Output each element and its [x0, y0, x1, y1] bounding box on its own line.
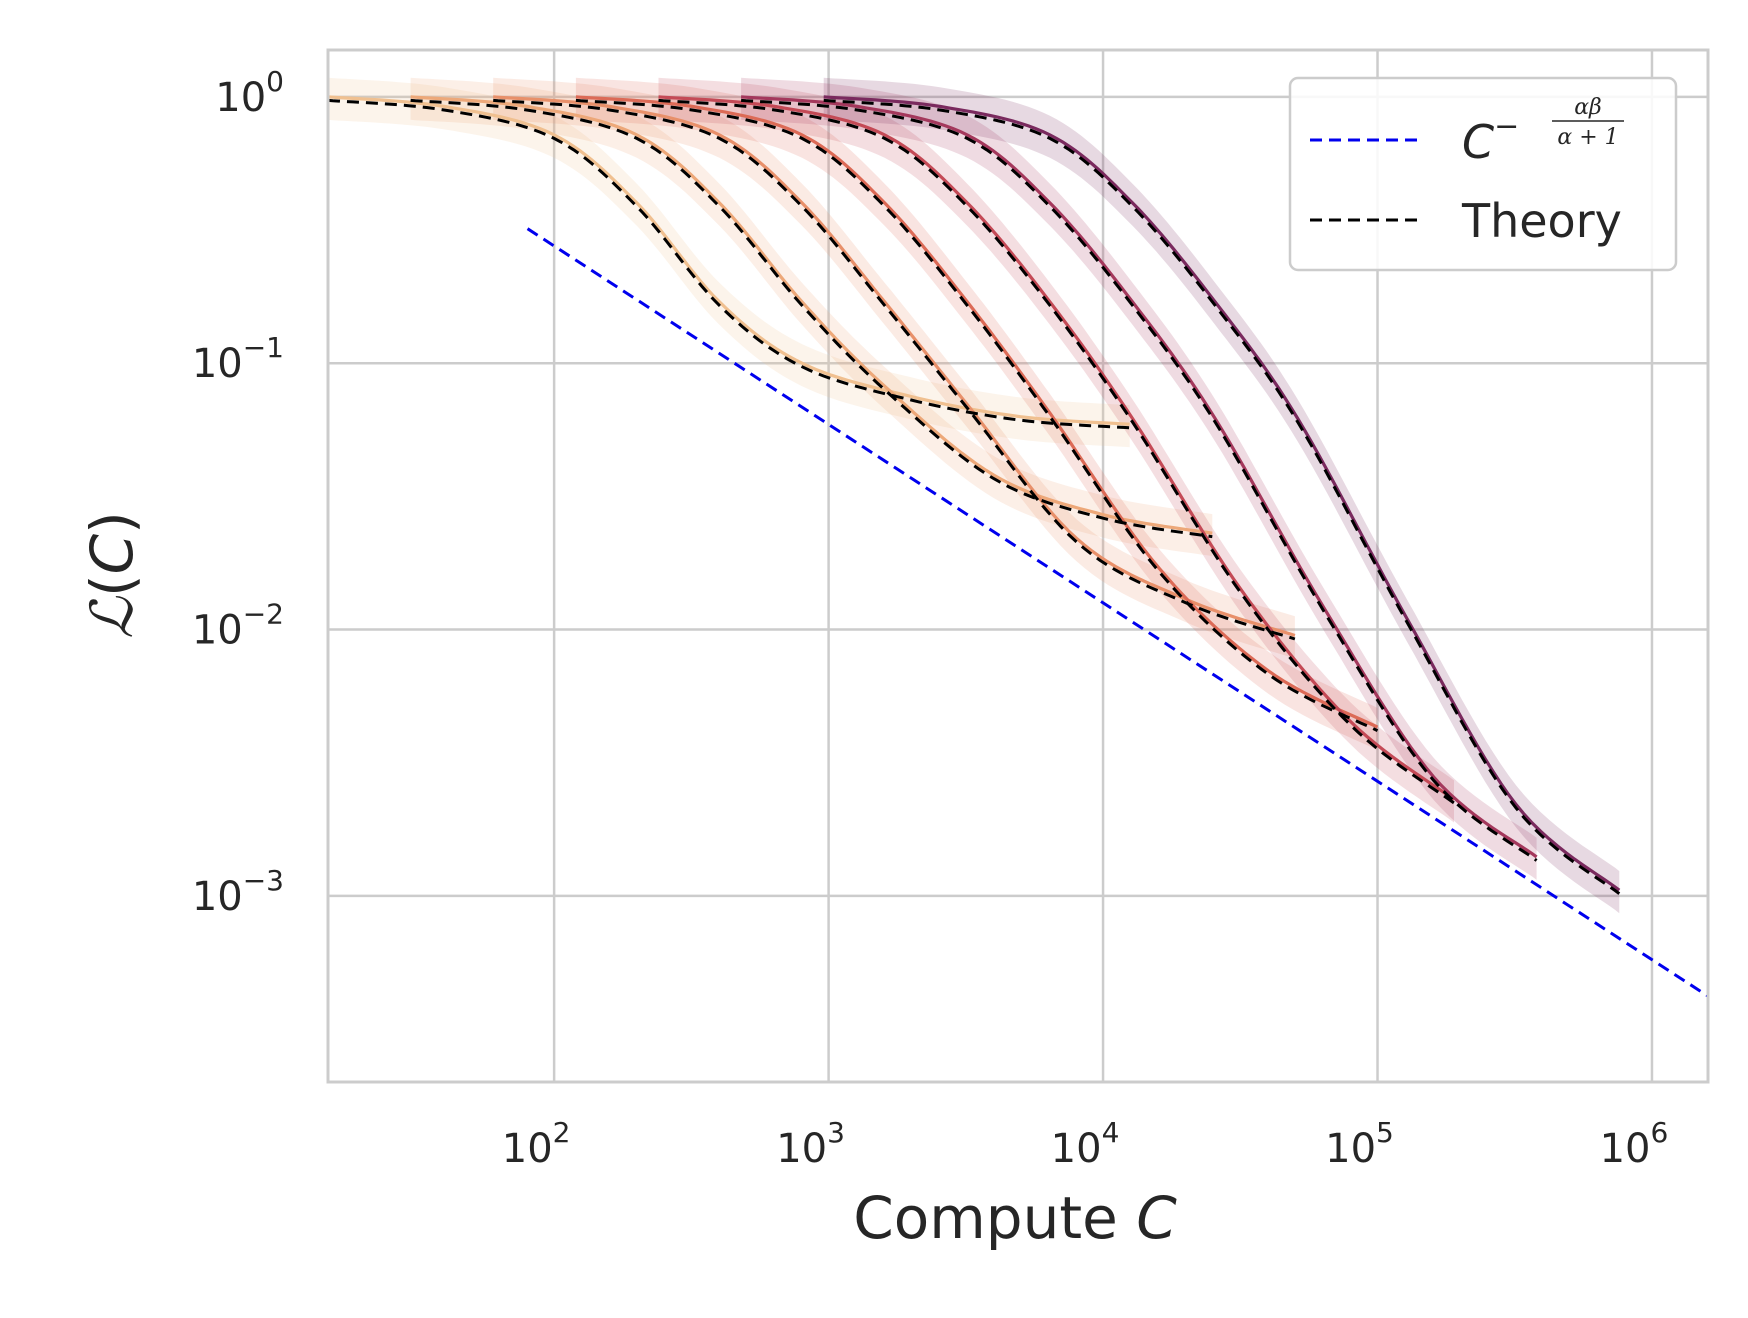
y-tick-label-2: 10−2 — [192, 598, 284, 654]
y-axis-label: ℒ(C) — [78, 511, 146, 639]
x-tick-label-4: 106 — [1600, 1116, 1669, 1172]
theory-curve-0 — [327, 98, 1130, 430]
x-tick-label-0: 102 — [502, 1116, 571, 1172]
theory-curve-1 — [410, 98, 1213, 539]
plot-frame — [326, 48, 1710, 1084]
x-tick-label-2: 104 — [1051, 1116, 1120, 1172]
curve-run-4 — [658, 95, 1455, 801]
power-law-line — [526, 227, 1709, 998]
y-tick-label-1: 10−1 — [192, 331, 284, 387]
x-tick-label-3: 105 — [1325, 1116, 1394, 1172]
legend-powerlaw-frac-num: αβ — [1574, 95, 1602, 120]
y-tick-labels: 100 10−1 10−2 10−3 — [192, 65, 284, 920]
legend: C− αβ α + 1 Theory — [1288, 76, 1678, 272]
curve-run-6 — [823, 95, 1621, 892]
theory-curve-6 — [823, 98, 1621, 895]
theory-curve-3 — [575, 98, 1379, 733]
curve-run-3 — [575, 95, 1379, 729]
curve-run-1 — [410, 95, 1213, 535]
legend-powerlaw-label: C− — [1462, 109, 1519, 169]
empirical-curves — [327, 95, 1621, 892]
x-tick-labels: 102 103 104 105 106 — [502, 1116, 1669, 1172]
theory-curve-5 — [740, 98, 1538, 862]
x-axis-label: Compute C — [853, 1184, 1177, 1252]
power-law-line-group — [526, 227, 1709, 998]
band-run-2 — [493, 77, 1295, 659]
y-tick-label-3: 10−3 — [192, 864, 284, 920]
legend-powerlaw-frac-den: α + 1 — [1557, 125, 1618, 150]
band-run-3 — [575, 77, 1378, 751]
theory-curve-4 — [658, 98, 1455, 805]
legend-box — [1288, 76, 1678, 272]
curve-run-2 — [493, 95, 1296, 638]
y-tick-label-0: 100 — [215, 65, 284, 121]
theory-curve-2 — [493, 98, 1296, 641]
curve-run-5 — [741, 95, 1538, 859]
curve-run-0 — [327, 95, 1130, 426]
x-tick-label-1: 103 — [776, 1116, 845, 1172]
theory-curves — [327, 98, 1621, 895]
legend-theory-label: Theory — [1461, 194, 1622, 248]
